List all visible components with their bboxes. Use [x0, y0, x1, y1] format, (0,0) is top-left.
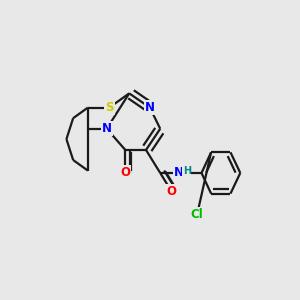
- Text: S: S: [105, 101, 114, 114]
- Text: N: N: [145, 101, 155, 114]
- Text: N: N: [102, 122, 112, 135]
- Text: H: H: [183, 166, 191, 176]
- Text: Cl: Cl: [191, 208, 203, 221]
- Text: O: O: [166, 184, 176, 197]
- Text: O: O: [120, 167, 130, 179]
- Text: N: N: [174, 167, 184, 179]
